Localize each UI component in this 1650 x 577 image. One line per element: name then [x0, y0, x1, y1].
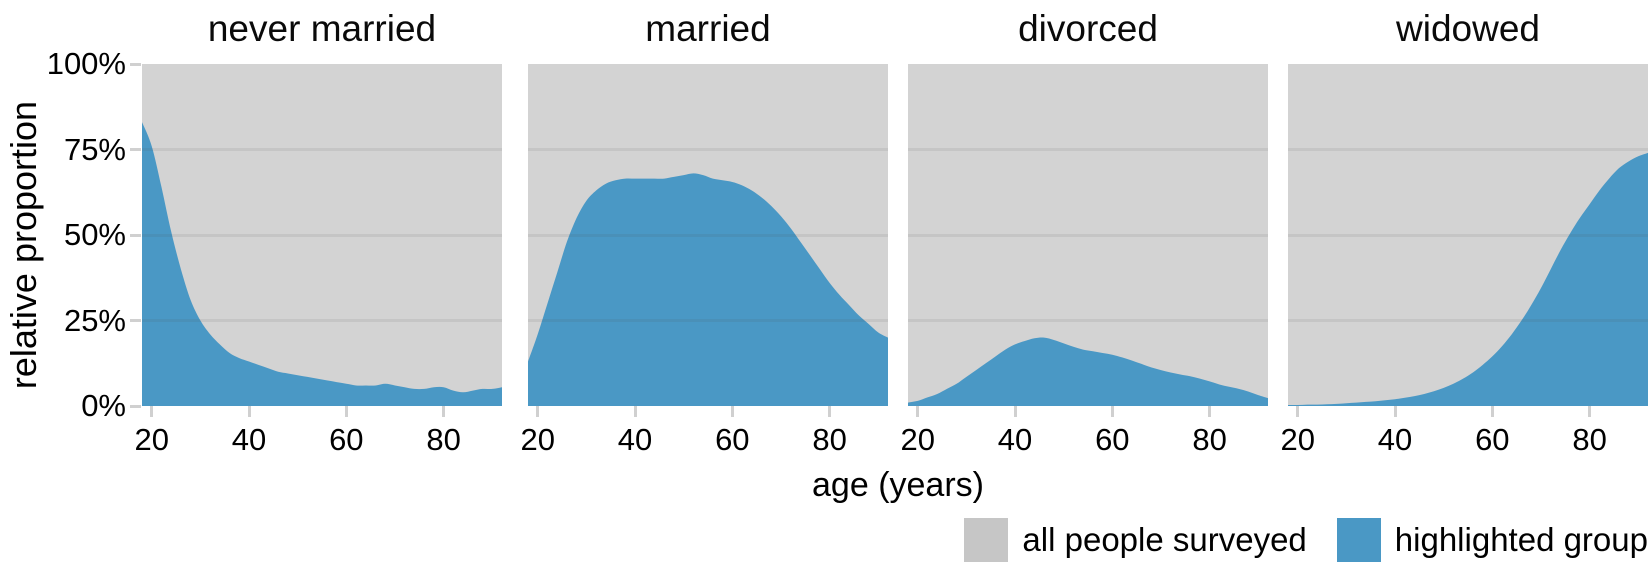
gridline-50 — [528, 234, 888, 237]
legend-label-all-people: all people surveyed — [1022, 521, 1307, 558]
x-tick-label: 80 — [1572, 422, 1607, 457]
x-axis-title: age (years) — [812, 466, 984, 504]
x-tick-label: 20 — [900, 422, 935, 457]
gridline-25 — [908, 319, 1268, 322]
x-tick-mark — [1490, 406, 1494, 417]
x-tick-mark — [1588, 406, 1592, 417]
x-tick-mark — [1110, 406, 1114, 417]
y-tick-mark — [130, 233, 141, 237]
area-plot — [908, 337, 1268, 406]
x-tick-label: 60 — [715, 422, 750, 457]
gridline-75 — [528, 148, 888, 151]
x-tick-label: 40 — [231, 422, 267, 457]
x-tick-label: 40 — [617, 422, 653, 457]
panel-title-widowed: widowed — [1396, 8, 1540, 49]
panel-title-divorced: divorced — [1018, 8, 1158, 49]
legend-swatch-all-people-icon — [964, 518, 1009, 562]
y-tick-mark — [130, 404, 141, 408]
x-tick-label: 80 — [1192, 422, 1227, 457]
y-tick-label: 75% — [63, 131, 126, 167]
x-tick-mark — [536, 406, 540, 417]
x-tick-label: 20 — [134, 422, 169, 457]
y-tick-label: 0% — [81, 388, 126, 423]
x-tick-label: 20 — [520, 422, 555, 457]
legend-item-all-people: all people surveyed — [964, 518, 1307, 562]
gridline-50 — [908, 234, 1268, 237]
facet-panel-divorced — [908, 64, 1268, 406]
panel-title-married: married — [645, 8, 771, 49]
area-plot — [142, 122, 502, 406]
gridline-75 — [142, 148, 502, 151]
y-tick-mark — [130, 319, 141, 322]
x-tick-label: 60 — [329, 422, 364, 457]
gridline-25 — [528, 319, 888, 322]
x-tick-label: 60 — [1095, 422, 1130, 457]
y-tick-mark — [130, 62, 141, 66]
x-tick-label: 80 — [812, 422, 847, 457]
gridline-25 — [1288, 319, 1648, 322]
highlighted-area — [908, 337, 1268, 406]
x-tick-mark — [1208, 406, 1212, 417]
x-tick-label: 60 — [1475, 422, 1510, 457]
area-plot — [1288, 152, 1648, 406]
x-tick-mark — [247, 406, 251, 417]
y-tick-label: 100% — [46, 46, 126, 81]
area-plot — [528, 173, 888, 406]
x-tick-mark — [344, 406, 348, 417]
panel-title-never-married: never married — [207, 8, 437, 49]
highlighted-area — [1288, 152, 1648, 406]
facet-panel-never-married — [142, 64, 502, 406]
facet-panel-widowed — [1288, 64, 1648, 406]
gridline-75 — [1288, 148, 1648, 151]
gridline-25 — [142, 319, 502, 322]
x-tick-mark — [1013, 406, 1017, 417]
y-tick-label: 25% — [63, 302, 126, 338]
x-tick-mark — [730, 406, 734, 417]
x-tick-mark — [442, 406, 446, 417]
highlighted-area — [528, 173, 888, 406]
x-tick-mark — [1393, 406, 1397, 417]
y-tick-mark — [130, 148, 141, 151]
x-tick-label: 40 — [997, 422, 1033, 457]
gridline-75 — [908, 148, 1268, 151]
legend-label-highlighted-group: highlighted group — [1394, 521, 1648, 558]
y-tick-label: 50% — [63, 217, 126, 252]
highlighted-area — [142, 122, 502, 406]
gridline-50 — [1288, 234, 1648, 237]
x-tick-mark — [150, 406, 154, 417]
legend: all people surveyed highlighted group — [964, 516, 1648, 564]
x-tick-mark — [828, 406, 832, 417]
legend-item-highlighted-group: highlighted group — [1336, 518, 1648, 562]
x-tick-mark — [916, 406, 920, 417]
x-tick-mark — [633, 406, 637, 417]
x-tick-label: 40 — [1377, 422, 1413, 457]
gridline-50 — [142, 234, 502, 237]
x-tick-label: 20 — [1280, 422, 1315, 457]
facet-panel-married — [528, 64, 888, 406]
legend-swatch-highlighted-group-icon — [1336, 518, 1381, 562]
x-tick-label: 80 — [426, 422, 461, 457]
x-tick-mark — [1296, 406, 1300, 417]
